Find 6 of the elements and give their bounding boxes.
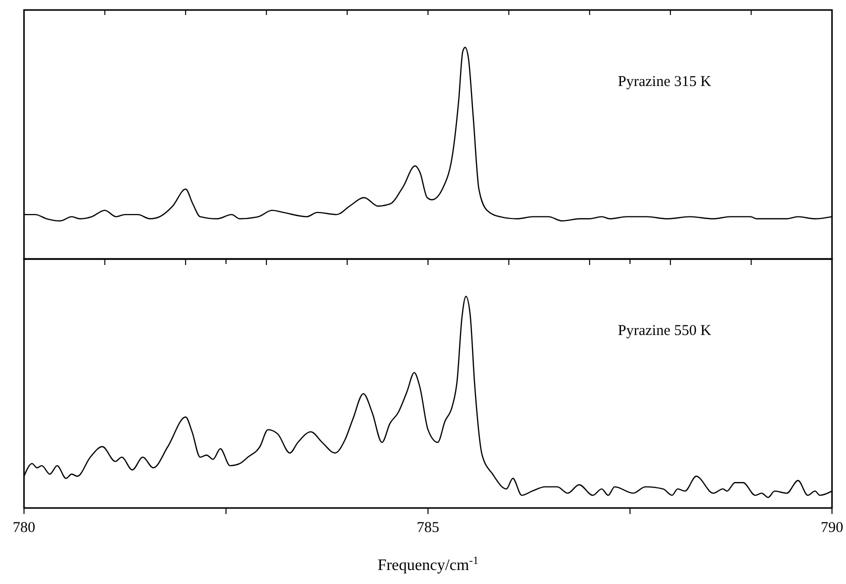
annotation: Pyrazine 315 K — [618, 74, 712, 90]
x-tick-label: 785 — [416, 520, 440, 536]
x-axis-title: Frequency/cm$^{-1}$ — [378, 555, 478, 574]
x-tick-label: 790 — [820, 520, 844, 536]
x-tick-label: 780 — [12, 520, 36, 536]
annotation: Pyrazine 550 K — [618, 323, 712, 339]
